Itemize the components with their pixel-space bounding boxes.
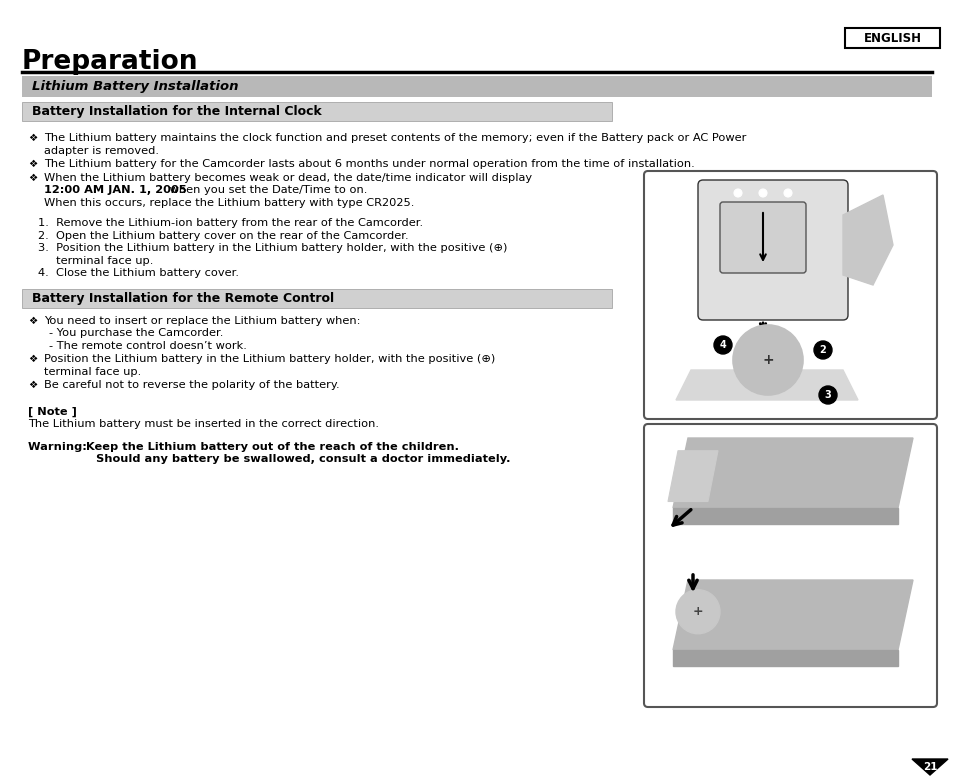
Polygon shape xyxy=(672,438,912,508)
Text: 21: 21 xyxy=(922,762,936,772)
Text: ❖: ❖ xyxy=(28,172,37,182)
Text: 3.  Position the Lithium battery in the Lithium battery holder, with the positiv: 3. Position the Lithium battery in the L… xyxy=(38,243,507,253)
FancyBboxPatch shape xyxy=(22,76,931,97)
Polygon shape xyxy=(911,759,947,775)
Text: Battery Installation for the Internal Clock: Battery Installation for the Internal Cl… xyxy=(32,105,321,118)
Circle shape xyxy=(713,336,731,354)
Polygon shape xyxy=(672,508,897,524)
Text: 3: 3 xyxy=(823,390,830,400)
Polygon shape xyxy=(672,580,912,650)
FancyBboxPatch shape xyxy=(22,102,612,121)
FancyBboxPatch shape xyxy=(844,28,939,48)
Text: You need to insert or replace the Lithium battery when:: You need to insert or replace the Lithiu… xyxy=(44,315,360,326)
Text: +: + xyxy=(692,605,702,619)
Text: ❖: ❖ xyxy=(28,354,37,364)
Circle shape xyxy=(732,325,802,395)
Text: - The remote control doesn’t work.: - The remote control doesn’t work. xyxy=(49,340,247,351)
Text: Lithium Battery Installation: Lithium Battery Installation xyxy=(32,80,238,93)
Text: [ Note ]: [ Note ] xyxy=(28,407,77,417)
Text: Warning:: Warning: xyxy=(28,442,94,452)
Circle shape xyxy=(733,189,741,197)
Text: Preparation: Preparation xyxy=(22,49,198,75)
Text: Should any battery be swallowed, consult a doctor immediately.: Should any battery be swallowed, consult… xyxy=(96,454,510,464)
Polygon shape xyxy=(842,195,892,285)
Text: The Lithium battery maintains the clock function and preset contents of the memo: The Lithium battery maintains the clock … xyxy=(44,133,745,143)
Circle shape xyxy=(818,386,836,404)
Text: Keep the Lithium battery out of the reach of the children.: Keep the Lithium battery out of the reac… xyxy=(86,442,458,452)
Text: terminal face up.: terminal face up. xyxy=(44,366,141,376)
Text: terminal face up.: terminal face up. xyxy=(38,256,153,266)
FancyBboxPatch shape xyxy=(22,288,612,308)
Text: 2.  Open the Lithium battery cover on the rear of the Camcorder.: 2. Open the Lithium battery cover on the… xyxy=(38,231,408,241)
Text: 12:00 AM JAN. 1, 2005: 12:00 AM JAN. 1, 2005 xyxy=(44,185,187,195)
Text: 4.  Close the Lithium battery cover.: 4. Close the Lithium battery cover. xyxy=(38,268,239,278)
Text: Position the Lithium battery in the Lithium battery holder, with the positive (⊕: Position the Lithium battery in the Lith… xyxy=(44,354,495,364)
Text: Battery Installation for the Remote Control: Battery Installation for the Remote Cont… xyxy=(32,291,334,305)
Text: ENGLISH: ENGLISH xyxy=(862,31,921,44)
Polygon shape xyxy=(667,451,718,502)
FancyBboxPatch shape xyxy=(698,180,847,320)
FancyBboxPatch shape xyxy=(643,171,936,419)
Text: when you set the Date/Time to on.: when you set the Date/Time to on. xyxy=(166,185,367,195)
Text: The Lithium battery for the Camcorder lasts about 6 months under normal operatio: The Lithium battery for the Camcorder la… xyxy=(44,159,694,169)
Polygon shape xyxy=(676,370,857,400)
Text: ❖: ❖ xyxy=(28,315,37,326)
Circle shape xyxy=(676,590,720,634)
Text: adapter is removed.: adapter is removed. xyxy=(44,146,159,156)
Text: 2: 2 xyxy=(819,345,825,355)
Text: 4: 4 xyxy=(719,340,725,350)
Text: 1.  Remove the Lithium-ion battery from the rear of the Camcorder.: 1. Remove the Lithium-ion battery from t… xyxy=(38,218,423,228)
Circle shape xyxy=(813,341,831,359)
Text: ❖: ❖ xyxy=(28,380,37,390)
Polygon shape xyxy=(672,650,897,666)
Text: Be careful not to reverse the polarity of the battery.: Be careful not to reverse the polarity o… xyxy=(44,380,339,390)
Text: When this occurs, replace the Lithium battery with type CR2025.: When this occurs, replace the Lithium ba… xyxy=(44,198,414,207)
Circle shape xyxy=(783,189,791,197)
Text: The Lithium battery must be inserted in the correct direction.: The Lithium battery must be inserted in … xyxy=(28,419,378,429)
Text: ❖: ❖ xyxy=(28,159,37,169)
Text: When the Lithium battery becomes weak or dead, the date/time indicator will disp: When the Lithium battery becomes weak or… xyxy=(44,172,532,182)
Circle shape xyxy=(759,189,766,197)
Text: - You purchase the Camcorder.: - You purchase the Camcorder. xyxy=(49,328,223,338)
Text: ❖: ❖ xyxy=(28,133,37,143)
Text: +: + xyxy=(761,353,773,367)
FancyBboxPatch shape xyxy=(643,424,936,707)
FancyBboxPatch shape xyxy=(720,202,805,273)
